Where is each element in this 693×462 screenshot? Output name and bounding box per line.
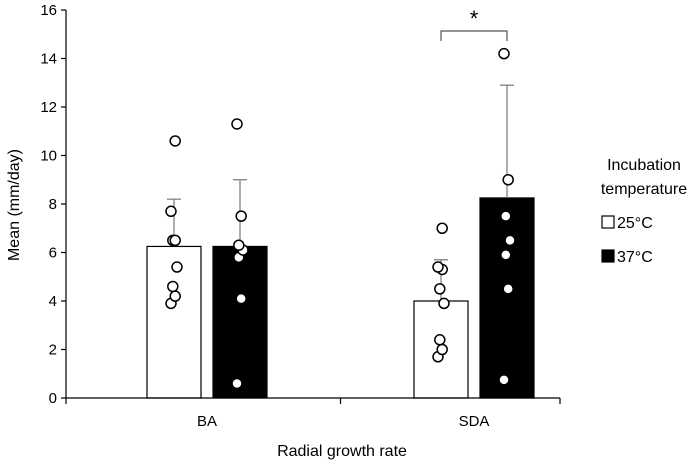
significance-star: * bbox=[470, 6, 479, 31]
data-point bbox=[231, 377, 243, 390]
data-point bbox=[171, 261, 183, 273]
y-tick-label: 6 bbox=[49, 245, 57, 262]
data-point bbox=[434, 283, 446, 295]
data-point bbox=[169, 290, 181, 302]
data-point bbox=[498, 374, 510, 386]
x-category-label-ba: BA bbox=[197, 413, 217, 430]
y-tick-label: 2 bbox=[49, 342, 57, 359]
data-points-layer bbox=[165, 47, 516, 390]
data-point bbox=[169, 234, 181, 247]
legend-label-37c: 37°C bbox=[617, 249, 653, 266]
significance-annotation: * bbox=[440, 6, 508, 41]
significance-bracket bbox=[440, 30, 508, 41]
y-tick-label: 8 bbox=[49, 196, 57, 213]
data-point bbox=[233, 239, 245, 251]
x-categories-layer: BA SDA bbox=[65, 398, 561, 430]
data-point bbox=[165, 205, 177, 218]
data-point bbox=[231, 118, 243, 130]
data-point bbox=[436, 343, 448, 356]
legend-title-line2: temperature bbox=[601, 181, 687, 198]
data-point bbox=[502, 283, 514, 295]
data-point bbox=[502, 174, 514, 186]
data-point bbox=[167, 280, 179, 293]
legend-swatch-37c bbox=[601, 249, 615, 263]
data-point bbox=[169, 135, 181, 147]
y-tick-label: 0 bbox=[49, 390, 57, 407]
bars-layer bbox=[146, 197, 535, 399]
data-point bbox=[498, 47, 510, 60]
legend: Incubation temperature 25°C 37°C bbox=[601, 157, 687, 266]
data-point bbox=[235, 210, 247, 222]
x-axis-title: Radial growth rate bbox=[277, 443, 407, 460]
y-tick-label: 16 bbox=[40, 2, 57, 19]
y-tick-label: 4 bbox=[49, 293, 57, 310]
data-point bbox=[504, 234, 516, 247]
y-tick-label: 14 bbox=[40, 51, 57, 68]
data-point bbox=[434, 334, 446, 346]
y-axis-title: Mean (mm/day) bbox=[6, 149, 23, 261]
legend-swatch-25c bbox=[601, 215, 615, 229]
bar-sda-series1 bbox=[479, 197, 535, 399]
data-point bbox=[438, 297, 450, 310]
data-point bbox=[432, 261, 444, 273]
legend-label-25c: 25°C bbox=[617, 215, 653, 232]
x-category-label-sda: SDA bbox=[459, 413, 490, 430]
bar-ba-series1 bbox=[212, 245, 268, 399]
data-point bbox=[436, 222, 448, 234]
data-point bbox=[500, 249, 512, 261]
y-tick-label: 10 bbox=[40, 148, 57, 165]
data-point bbox=[500, 210, 512, 222]
y-ticks-layer: 0 2 4 6 8 10 12 14 16 bbox=[40, 2, 66, 407]
data-point bbox=[235, 292, 247, 305]
y-tick-label: 12 bbox=[40, 99, 57, 116]
legend-title-line1: Incubation bbox=[607, 157, 681, 174]
